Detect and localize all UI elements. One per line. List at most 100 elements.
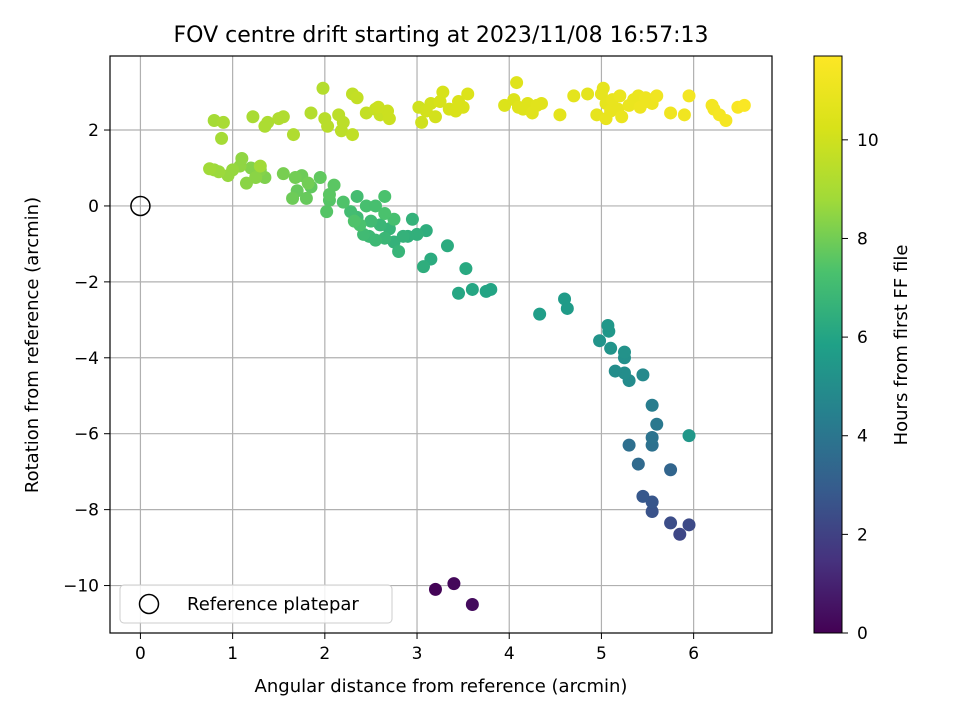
y-tick-label: −8	[74, 501, 99, 521]
data-point	[392, 244, 406, 258]
data-point	[258, 119, 272, 133]
data-point	[673, 527, 687, 541]
data-point	[682, 429, 696, 443]
data-point	[416, 260, 430, 274]
data-point	[304, 106, 318, 120]
data-point	[215, 131, 229, 145]
data-point	[276, 110, 290, 124]
x-tick-label: 2	[319, 644, 330, 664]
data-point	[601, 319, 615, 333]
data-point	[396, 229, 410, 243]
data-point	[567, 89, 581, 103]
y-tick-label: 0	[88, 197, 99, 217]
data-point	[645, 398, 659, 412]
data-point	[350, 189, 364, 203]
data-point	[428, 582, 442, 596]
x-tick-label: 1	[227, 644, 238, 664]
data-point	[631, 457, 645, 471]
data-point	[617, 345, 631, 359]
axes-background	[110, 56, 772, 633]
data-point	[436, 85, 450, 99]
colorbar-tick-label: 6	[857, 328, 868, 348]
y-tick-label: −6	[74, 425, 99, 445]
colorbar-tick-label: 2	[857, 525, 868, 545]
x-tick-label: 3	[412, 644, 423, 664]
data-point	[510, 76, 524, 90]
data-point	[359, 199, 373, 213]
data-point	[276, 167, 290, 181]
data-point	[447, 577, 461, 591]
chart-title: FOV centre drift starting at 2023/11/08 …	[174, 23, 709, 48]
colorbar-tick-label: 10	[857, 131, 879, 151]
data-point	[533, 307, 547, 321]
x-axis-ticks: 0 1 2 3 4 5 6	[135, 633, 699, 664]
data-point	[604, 341, 618, 355]
colorbar-gradient	[813, 55, 843, 634]
data-point	[327, 178, 341, 192]
y-tick-label: −4	[74, 349, 99, 369]
reference-marker	[130, 195, 151, 217]
data-point	[320, 205, 334, 219]
data-point	[371, 100, 385, 114]
data-point	[239, 176, 253, 190]
x-tick-label: 5	[596, 644, 607, 664]
data-point	[615, 110, 629, 124]
data-point	[378, 189, 392, 203]
data-point	[288, 170, 302, 184]
data-point	[636, 489, 650, 503]
x-axis-label: Angular distance from reference (arcmin)	[255, 676, 628, 697]
data-point	[382, 112, 396, 126]
data-points	[203, 76, 751, 612]
data-point	[203, 162, 217, 176]
colorbar-tick-label: 0	[857, 624, 868, 644]
x-tick-label: 6	[688, 644, 699, 664]
data-point	[321, 119, 335, 133]
data-point	[334, 124, 348, 138]
data-point	[369, 199, 383, 213]
data-point	[235, 151, 249, 165]
data-point	[299, 191, 313, 205]
plot-area: 0 1 2 3 4 5 6 −10 −8 −6 −4 −2 0 2 Reference platepar	[63, 55, 773, 664]
data-point	[558, 292, 572, 306]
data-point	[378, 207, 392, 221]
y-tick-label: 2	[88, 121, 99, 141]
y-axis-label: Rotation from reference (arcmin)	[22, 197, 43, 493]
data-point	[347, 214, 361, 228]
data-point	[593, 334, 607, 348]
data-point	[253, 159, 267, 173]
data-point	[613, 89, 627, 103]
legend: Reference platepar	[119, 584, 393, 624]
data-point	[479, 284, 493, 298]
data-point	[286, 191, 300, 205]
data-point	[313, 170, 327, 184]
data-point	[664, 106, 678, 120]
data-point	[534, 96, 548, 110]
y-tick-label: −10	[63, 577, 99, 597]
data-point	[350, 91, 364, 105]
data-point	[316, 81, 330, 95]
data-point	[596, 81, 610, 95]
data-point	[440, 239, 454, 253]
colorbar: 0 2 4 6 8 10 Hours from first FF file	[813, 55, 912, 644]
legend-box	[119, 584, 393, 624]
data-point	[286, 128, 300, 142]
y-tick-label: −2	[74, 273, 99, 293]
data-point	[608, 364, 622, 378]
legend-marker-icon	[138, 593, 160, 615]
data-point	[465, 282, 479, 296]
data-point	[405, 212, 419, 226]
colorbar-tick-label: 4	[857, 427, 868, 447]
data-point	[677, 108, 691, 122]
y-axis-ticks: −10 −8 −6 −4 −2 0 2	[63, 121, 110, 597]
x-tick-label: 0	[135, 644, 146, 664]
data-point	[301, 176, 315, 190]
data-point	[336, 195, 350, 209]
data-point	[664, 516, 678, 530]
data-point	[246, 110, 260, 124]
data-point	[461, 87, 475, 101]
x-tick-label: 4	[504, 644, 515, 664]
data-point	[737, 98, 751, 112]
data-point	[428, 110, 442, 124]
data-point	[216, 115, 230, 129]
